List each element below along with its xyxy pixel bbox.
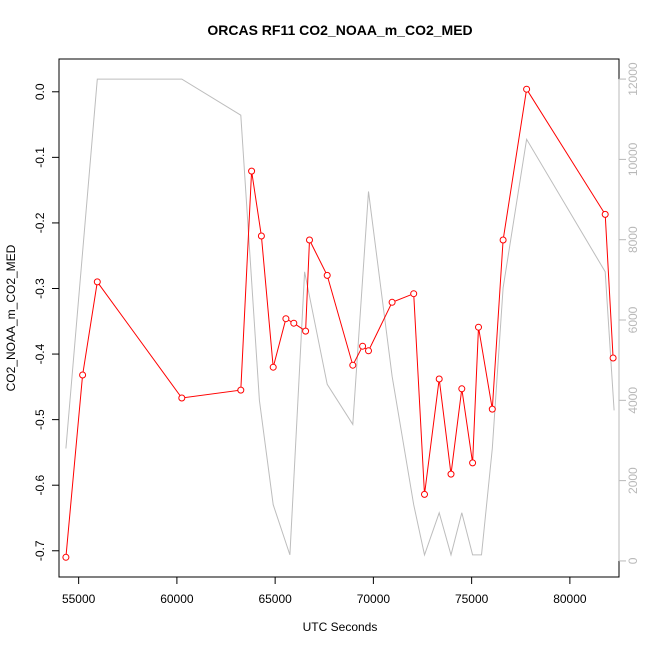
y-tick-label: -0.2 bbox=[33, 212, 47, 233]
y-tick-label: -0.4 bbox=[33, 343, 47, 364]
y2-tick-label: 6000 bbox=[626, 306, 640, 333]
y2-tick-label: 4000 bbox=[626, 387, 640, 414]
data-point bbox=[62, 553, 70, 561]
data-point bbox=[282, 315, 290, 323]
x-tick-label: 55000 bbox=[62, 592, 96, 606]
x-tick-label: 65000 bbox=[258, 592, 292, 606]
x-tick-label: 75000 bbox=[455, 592, 489, 606]
data-point bbox=[488, 405, 496, 413]
x-tick-label: 60000 bbox=[160, 592, 194, 606]
y-tick-label: 0.0 bbox=[33, 83, 47, 100]
y-axis: 0.0 -0.1 -0.2 -0.3 -0.4 -0.5 -0.6 -0.7 bbox=[33, 83, 60, 561]
data-point bbox=[388, 298, 396, 306]
data-point bbox=[421, 490, 428, 498]
data-point bbox=[302, 327, 310, 335]
data-point bbox=[237, 386, 245, 394]
y-axis-label: CO2_NOAA_m_CO2_MED bbox=[4, 244, 18, 391]
data-point bbox=[410, 290, 418, 298]
data-point bbox=[178, 394, 186, 402]
y2-tick-label: 8000 bbox=[626, 226, 640, 253]
data-point bbox=[469, 459, 477, 467]
data-point bbox=[523, 85, 531, 93]
data-point bbox=[435, 375, 443, 383]
y2-axis: 0 2000 4000 6000 8000 10000 12000 bbox=[618, 62, 640, 564]
series-line-right bbox=[65, 78, 615, 557]
data-point bbox=[475, 323, 482, 331]
data-point bbox=[257, 232, 265, 240]
y2-tick-label: 10000 bbox=[626, 142, 640, 176]
y2-tick-label: 2000 bbox=[626, 467, 640, 494]
data-point bbox=[349, 361, 357, 369]
data-point bbox=[458, 385, 466, 393]
x-tick-label: 80000 bbox=[553, 592, 587, 606]
data-point bbox=[499, 236, 507, 244]
chart-title: ORCAS RF11 CO2_NOAA_m_CO2_MED bbox=[207, 22, 472, 38]
data-point bbox=[93, 278, 101, 286]
y-tick-label: -0.7 bbox=[33, 540, 47, 561]
x-axis: 55000 60000 65000 70000 75000 80000 bbox=[62, 576, 587, 606]
data-point bbox=[609, 354, 617, 362]
y-tick-label: -0.5 bbox=[33, 409, 47, 430]
data-point bbox=[79, 371, 87, 379]
x-axis-label: UTC Seconds bbox=[303, 620, 378, 634]
data-point bbox=[601, 210, 609, 218]
data-point bbox=[269, 363, 277, 371]
y2-tick-label: 12000 bbox=[626, 62, 640, 96]
y2-tick-label: 0 bbox=[626, 557, 640, 564]
series-layer bbox=[62, 78, 617, 561]
y-tick-label: -0.6 bbox=[33, 475, 47, 496]
y-tick-label: -0.1 bbox=[33, 147, 47, 168]
data-point bbox=[359, 342, 367, 350]
y-tick-label: -0.3 bbox=[33, 278, 47, 299]
data-point bbox=[306, 236, 313, 244]
data-point bbox=[290, 319, 298, 327]
x-tick-label: 70000 bbox=[357, 592, 391, 606]
series-line-left bbox=[65, 87, 614, 558]
data-point bbox=[248, 167, 256, 175]
data-point bbox=[323, 271, 331, 279]
data-point bbox=[447, 470, 455, 478]
data-point bbox=[365, 347, 372, 355]
